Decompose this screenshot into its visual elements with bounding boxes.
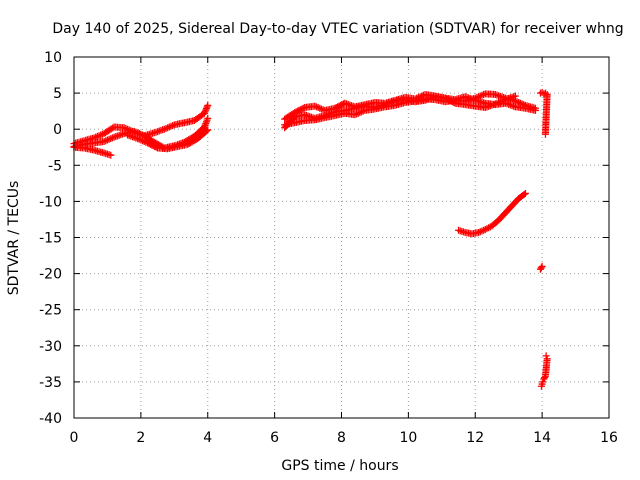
x-tick-label: 0 [70, 430, 79, 446]
axis-ticks: 0 2 4 6 8 10 12 14 16 10 5 0 -5 -10 -15 -20 -25 -30 -35 -40 [39, 50, 618, 446]
x-tick-label: 4 [203, 430, 212, 446]
series-track-j [536, 262, 551, 390]
x-tick-label: 6 [270, 430, 279, 446]
x-tick-label: 16 [600, 430, 618, 446]
y-tick-label: -20 [39, 267, 62, 283]
y-tick-label: -15 [39, 231, 62, 247]
y-tick-label: -25 [39, 303, 62, 319]
series-track-g [281, 92, 519, 132]
series-track-d [124, 126, 212, 153]
y-tick-label: 5 [53, 86, 62, 102]
y-tick-label: -40 [39, 411, 62, 427]
chart-title: Day 140 of 2025, Sidereal Day-to-day VTE… [52, 21, 623, 37]
series-track-h [455, 189, 529, 238]
y-axis-label: SDTVAR / TECUs [6, 181, 22, 296]
x-tick-label: 2 [136, 430, 145, 446]
x-axis-label: GPS time / hours [281, 458, 398, 474]
x-tick-label: 8 [337, 430, 346, 446]
y-tick-label: -35 [39, 375, 62, 391]
y-tick-label: -10 [39, 194, 62, 210]
y-tick-label: -5 [48, 158, 62, 174]
y-tick-label: -30 [39, 339, 62, 355]
x-tick-label: 14 [533, 430, 551, 446]
plot-frame [73, 56, 610, 419]
series-track-i [536, 88, 551, 138]
data-points [70, 88, 551, 390]
x-tick-label: 12 [466, 430, 484, 446]
y-tick-label: 0 [53, 122, 62, 138]
y-tick-label: 10 [44, 50, 62, 66]
x-tick-label: 10 [399, 430, 417, 446]
